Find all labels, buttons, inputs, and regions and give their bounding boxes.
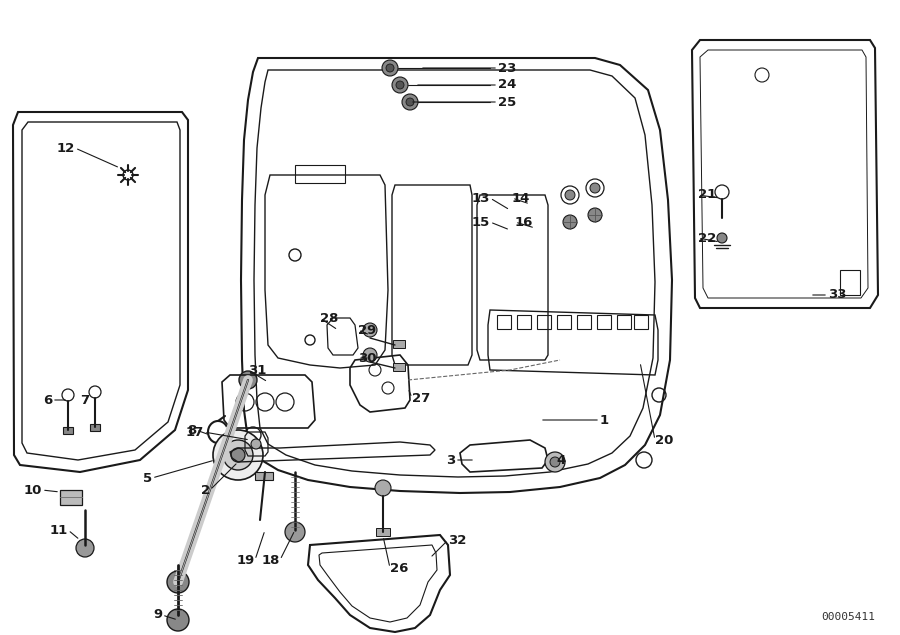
Text: 8: 8 [187,424,196,436]
Text: 6: 6 [43,394,52,406]
Circle shape [402,94,418,110]
Bar [393,363,405,371]
Text: 30: 30 [358,352,376,364]
Circle shape [76,539,94,557]
Bar [60,490,82,505]
Text: 31: 31 [248,363,266,377]
Circle shape [396,81,404,89]
Text: 13: 13 [472,192,490,204]
Circle shape [239,371,257,389]
Bar [597,315,611,329]
Circle shape [565,190,575,200]
Bar [634,315,648,329]
Bar [557,315,571,329]
Circle shape [167,609,189,631]
Text: 18: 18 [262,554,280,566]
Text: 9: 9 [153,608,162,622]
Text: 2: 2 [201,483,210,497]
Circle shape [545,452,565,472]
Bar [376,528,390,536]
Text: 4: 4 [556,453,565,467]
Bar [577,315,591,329]
Text: 10: 10 [23,483,42,497]
Circle shape [213,430,263,480]
Text: 12: 12 [57,142,75,154]
Circle shape [386,64,394,72]
Bar [497,315,511,329]
Bar [255,472,273,480]
Circle shape [392,77,408,93]
Text: 28: 28 [320,312,338,324]
Text: 23: 23 [498,62,517,74]
Circle shape [590,183,600,193]
Text: 1: 1 [600,413,609,427]
Text: 17: 17 [185,425,204,439]
Text: 3: 3 [446,453,455,467]
Text: 26: 26 [390,561,409,575]
Text: 7: 7 [80,394,89,406]
Text: 24: 24 [498,79,517,91]
Bar [393,340,405,348]
Text: 22: 22 [698,232,716,244]
Circle shape [717,233,727,243]
Circle shape [563,215,577,229]
Circle shape [382,60,398,76]
Circle shape [550,457,560,467]
Text: 27: 27 [412,392,430,404]
Text: 19: 19 [237,554,255,566]
Circle shape [375,480,391,496]
Text: 25: 25 [498,95,517,109]
Bar [63,427,73,434]
Bar [537,315,551,329]
Text: 5: 5 [143,472,152,485]
Text: 33: 33 [828,288,847,302]
Bar [617,315,631,329]
Text: 16: 16 [515,215,534,229]
Circle shape [167,571,189,593]
Text: 29: 29 [358,323,376,337]
Bar [517,315,531,329]
Circle shape [251,439,261,449]
Text: 00005411: 00005411 [821,612,875,622]
Circle shape [363,348,377,362]
Text: 21: 21 [698,189,716,201]
Circle shape [231,448,245,462]
Circle shape [588,208,602,222]
Circle shape [285,522,305,542]
Bar [840,270,860,295]
Text: 11: 11 [50,523,68,537]
Text: 14: 14 [512,192,530,204]
Text: 15: 15 [472,215,490,229]
Circle shape [223,440,253,470]
Text: 20: 20 [655,434,673,446]
Text: 32: 32 [448,533,466,547]
Bar [295,165,345,183]
Circle shape [363,323,377,337]
Circle shape [406,98,414,106]
Bar [90,424,100,431]
